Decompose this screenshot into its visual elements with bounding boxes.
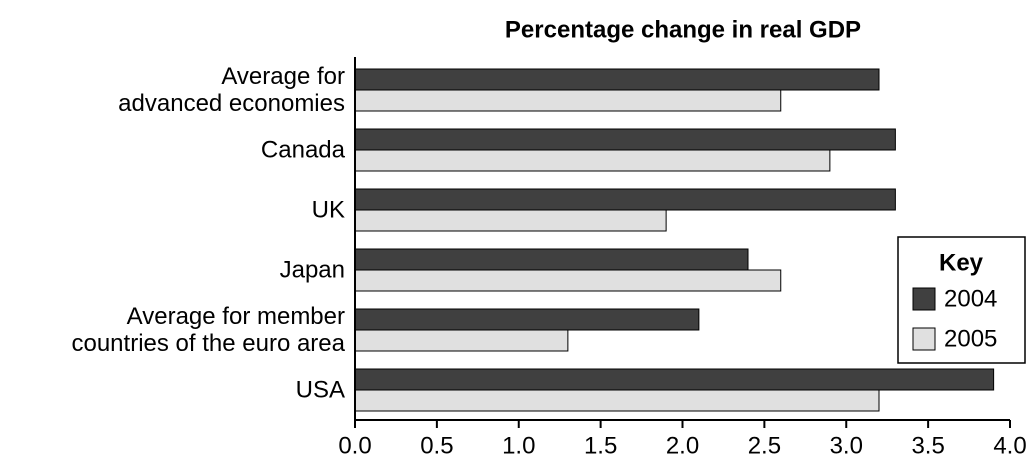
- y-tick-label: UK: [311, 196, 345, 224]
- bar: [354, 269, 782, 292]
- bar: [354, 248, 749, 271]
- bar: [354, 308, 700, 331]
- legend-title: Key: [939, 249, 984, 276]
- x-tick-label: 4.0: [993, 432, 1026, 459]
- x-tick-label: 2.0: [666, 432, 699, 459]
- legend-label: 2004: [944, 285, 997, 312]
- x-tick-label: 1.5: [584, 432, 617, 459]
- x-tick-label: 3.5: [911, 432, 944, 459]
- bar: [354, 149, 831, 172]
- y-tick-label: Japan: [279, 256, 345, 284]
- bar: [354, 329, 569, 352]
- bar: [354, 389, 880, 412]
- y-tick-label: Average for member countries of the euro…: [71, 303, 345, 357]
- bar: [354, 209, 667, 232]
- bar: [354, 128, 896, 151]
- legend-label: 2005: [944, 325, 997, 352]
- chart-title: Percentage change in real GDP: [505, 16, 861, 43]
- legend-swatch: [912, 327, 936, 351]
- bar: [354, 368, 995, 391]
- legend-swatch: [912, 287, 936, 311]
- bar: [354, 68, 880, 91]
- x-tick-label: 1.0: [502, 432, 535, 459]
- bar: [354, 89, 782, 112]
- y-tick-label: Average for advanced economies: [118, 63, 345, 117]
- x-tick-label: 0.5: [420, 432, 453, 459]
- y-tick-label: USA: [295, 376, 345, 404]
- y-tick-label: Canada: [260, 136, 345, 164]
- x-tick-label: 2.5: [748, 432, 781, 459]
- x-tick-label: 0.0: [338, 432, 371, 459]
- x-tick-label: 3.0: [830, 432, 863, 459]
- bar: [354, 188, 896, 211]
